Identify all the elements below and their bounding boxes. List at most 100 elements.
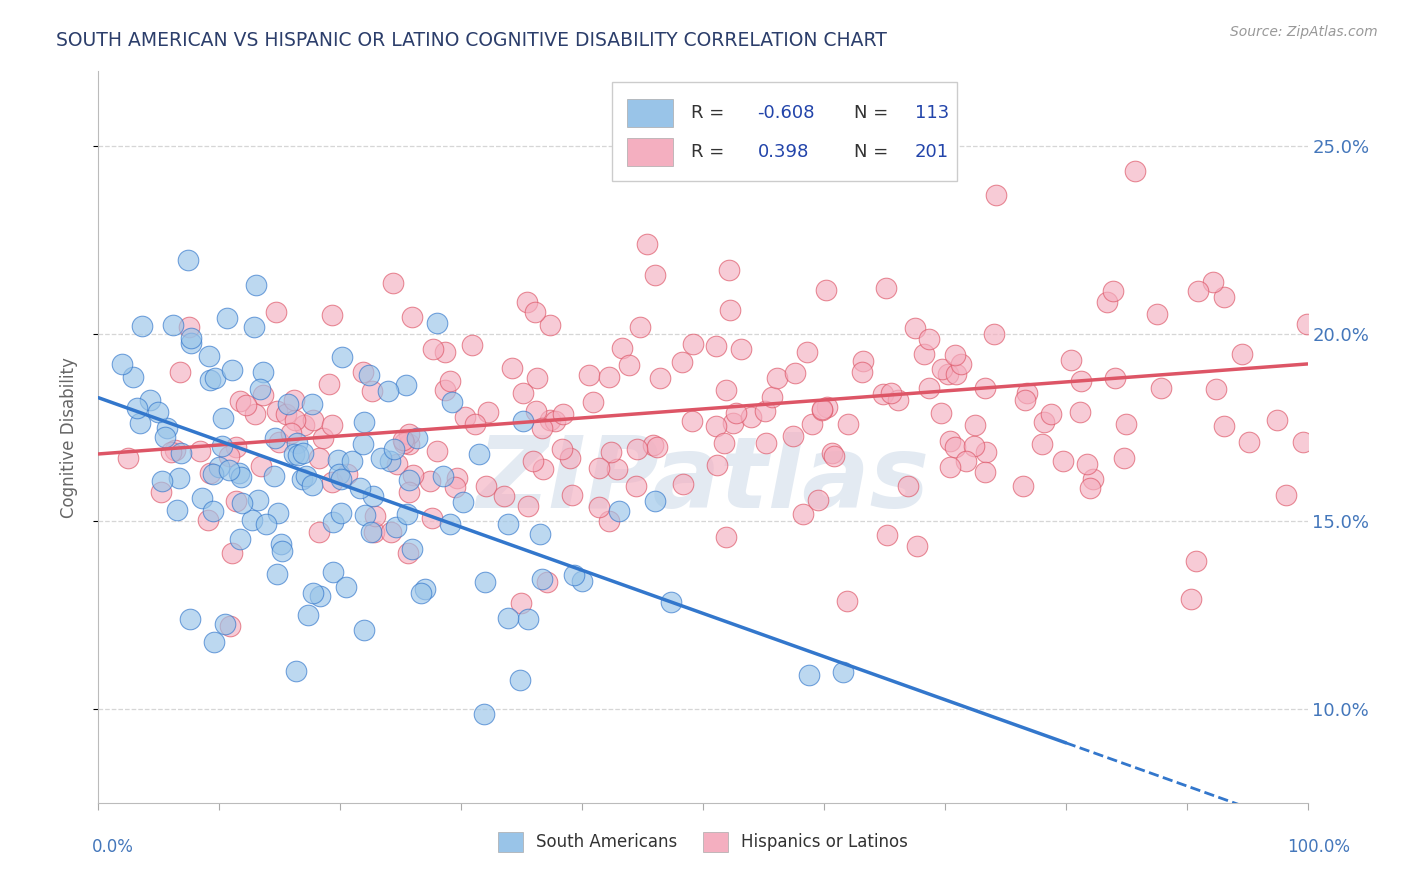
- Point: [398, 473, 420, 487]
- Point: [444, 480, 467, 494]
- Point: [353, 623, 375, 637]
- Point: [122, 370, 145, 384]
- Point: [1230, 347, 1253, 361]
- Point: [170, 446, 193, 460]
- Point: [984, 187, 1007, 202]
- Point: [496, 611, 519, 625]
- Point: [1069, 405, 1091, 419]
- Point: [321, 475, 343, 489]
- Point: [432, 469, 454, 483]
- Point: [330, 351, 353, 365]
- Point: [578, 368, 600, 382]
- Point: [292, 417, 315, 432]
- Point: [352, 437, 374, 451]
- Point: [382, 276, 405, 290]
- Point: [394, 435, 416, 450]
- Point: [202, 504, 225, 518]
- Point: [517, 612, 540, 626]
- Point: [302, 413, 325, 427]
- Point: [415, 582, 437, 596]
- Point: [796, 344, 818, 359]
- Point: [321, 308, 343, 322]
- Point: [401, 541, 423, 556]
- Point: [606, 461, 628, 475]
- Point: [284, 412, 307, 426]
- Point: [361, 384, 384, 399]
- Point: [628, 319, 651, 334]
- Point: [740, 409, 762, 424]
- Point: [939, 434, 962, 448]
- Point: [406, 431, 429, 445]
- Point: [1015, 386, 1038, 401]
- Point: [395, 507, 418, 521]
- Point: [198, 466, 221, 480]
- Point: [335, 467, 357, 482]
- Point: [330, 506, 353, 520]
- Point: [285, 664, 308, 678]
- Point: [821, 446, 844, 460]
- Point: [811, 403, 834, 417]
- Point: [446, 471, 468, 485]
- Point: [509, 597, 531, 611]
- Point: [322, 515, 344, 529]
- Point: [377, 384, 399, 398]
- Point: [512, 414, 534, 428]
- Point: [166, 503, 188, 517]
- Point: [441, 395, 464, 409]
- Point: [229, 532, 252, 546]
- Text: 201: 201: [915, 143, 949, 161]
- Point: [1078, 481, 1101, 495]
- Point: [755, 436, 778, 450]
- Point: [1123, 164, 1146, 178]
- Point: [354, 508, 377, 522]
- Point: [228, 466, 250, 480]
- Point: [837, 417, 859, 431]
- Point: [918, 381, 941, 395]
- Point: [426, 443, 449, 458]
- Point: [364, 508, 387, 523]
- Point: [962, 439, 984, 453]
- Point: [912, 347, 935, 361]
- Point: [852, 354, 875, 368]
- Point: [945, 367, 967, 381]
- Point: [243, 407, 266, 421]
- Point: [529, 526, 551, 541]
- FancyBboxPatch shape: [613, 82, 957, 181]
- Point: [598, 514, 620, 528]
- Point: [851, 365, 873, 379]
- Point: [370, 451, 392, 466]
- Point: [536, 575, 558, 590]
- Point: [270, 543, 292, 558]
- Point: [617, 358, 640, 372]
- Point: [353, 415, 375, 429]
- Point: [1033, 415, 1056, 429]
- Point: [714, 530, 737, 544]
- Text: 0.398: 0.398: [758, 143, 808, 161]
- Point: [1212, 419, 1234, 434]
- Text: ZIPatlas: ZIPatlas: [477, 433, 929, 530]
- Point: [264, 431, 287, 445]
- Point: [280, 425, 302, 440]
- Point: [644, 494, 666, 508]
- Point: [357, 368, 380, 382]
- Point: [571, 574, 593, 588]
- Point: [352, 366, 374, 380]
- Point: [876, 527, 898, 541]
- Point: [1095, 294, 1118, 309]
- Point: [588, 500, 610, 515]
- Point: [156, 421, 179, 435]
- Point: [231, 496, 253, 510]
- Point: [385, 520, 408, 534]
- Point: [246, 492, 269, 507]
- Point: [1274, 488, 1296, 502]
- Point: [197, 513, 219, 527]
- Point: [1115, 417, 1137, 431]
- Point: [245, 277, 267, 292]
- Point: [1292, 434, 1315, 449]
- Point: [411, 586, 433, 600]
- Point: [526, 371, 548, 385]
- Point: [434, 344, 457, 359]
- Point: [875, 281, 897, 295]
- Text: 100.0%: 100.0%: [1286, 838, 1350, 856]
- Point: [682, 337, 704, 351]
